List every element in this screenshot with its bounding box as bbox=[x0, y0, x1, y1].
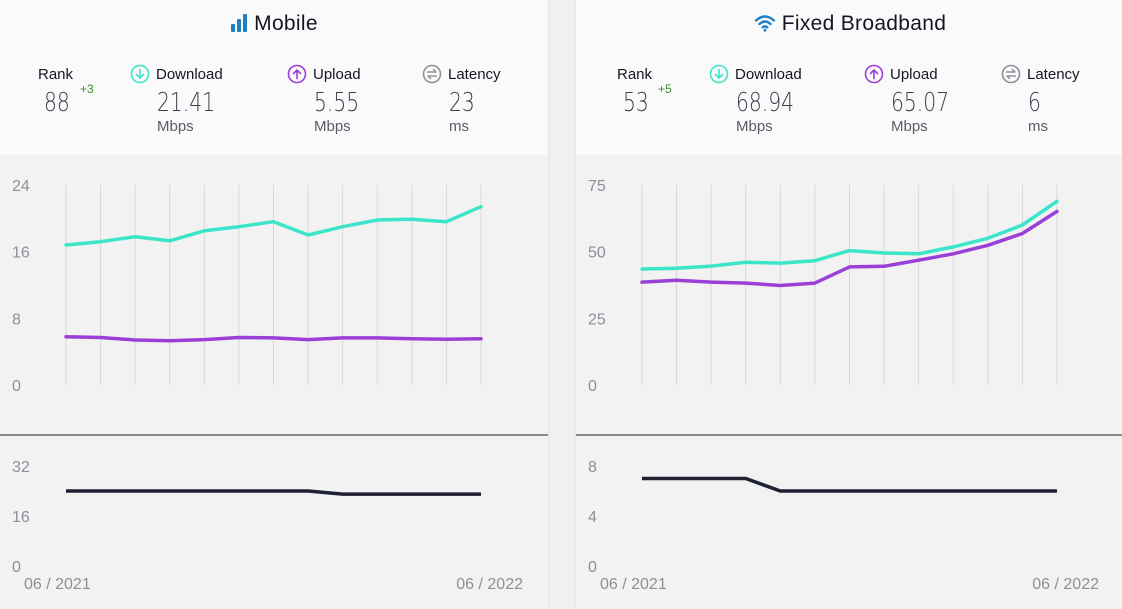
mobile-chart: 0 8 16 24 0 16 32 06 / 2021 06 / 2022 bbox=[0, 178, 548, 593]
upload-unit: Mbps bbox=[891, 118, 928, 135]
y-tick-label: 8 bbox=[588, 459, 597, 476]
mobile-header: Mobile Rank 88 +3 Download 21.41 Mbps Up bbox=[0, 0, 548, 155]
y-tick-label: 4 bbox=[588, 509, 597, 526]
panel-title-text: Fixed Broadband bbox=[781, 12, 947, 35]
latency-value: 23 bbox=[449, 88, 475, 118]
download-unit: Mbps bbox=[736, 118, 773, 135]
y-tick-label: 24 bbox=[12, 178, 30, 195]
y-tick-label: 50 bbox=[588, 245, 606, 262]
download-stat: Download 68.94 Mbps bbox=[709, 64, 810, 135]
rank-value: 88 bbox=[44, 88, 70, 118]
signal-bars-icon bbox=[231, 14, 248, 32]
panel-title: Mobile bbox=[0, 12, 548, 36]
x-tick-label: 06 / 2021 bbox=[600, 576, 667, 593]
y-tick-label: 0 bbox=[588, 559, 597, 576]
latency-label: Latency bbox=[448, 65, 501, 83]
download-series-line bbox=[64, 204, 483, 247]
upload-label: Upload bbox=[313, 65, 361, 83]
fixed-broadband-chart: 0 25 50 75 0 4 8 06 / 2021 06 / 2022 bbox=[576, 178, 1122, 593]
upload-unit: Mbps bbox=[314, 118, 351, 135]
rank-change: +3 bbox=[80, 82, 94, 96]
upload-arrow-icon bbox=[287, 64, 307, 84]
upload-arrow-icon bbox=[864, 64, 884, 84]
latency-stat: Latency 23 ms bbox=[422, 64, 501, 135]
fixed-broadband-header: Fixed Broadband Rank 53 +5 Download 68.9… bbox=[576, 0, 1122, 155]
download-label: Download bbox=[156, 65, 223, 83]
latency-series-line bbox=[642, 476, 1057, 493]
x-tick-label: 06 / 2022 bbox=[456, 576, 523, 593]
rank-label: Rank bbox=[38, 65, 74, 83]
latency-series-line bbox=[66, 489, 481, 496]
upload-series-line bbox=[64, 334, 483, 343]
mobile-panel: Mobile Rank 88 +3 Download 21.41 Mbps Up bbox=[0, 0, 548, 609]
rank-stat: Rank 53 bbox=[617, 64, 656, 119]
y-tick-label: 25 bbox=[588, 311, 606, 328]
rank-value: 53 bbox=[623, 88, 649, 118]
y-tick-label: 75 bbox=[588, 178, 606, 195]
rank-stat: Rank 88 bbox=[38, 64, 77, 119]
latency-arrows-icon bbox=[1001, 64, 1021, 84]
y-tick-label: 16 bbox=[12, 245, 30, 262]
download-value: 21.41 bbox=[157, 88, 216, 118]
latency-unit: ms bbox=[449, 118, 469, 135]
y-tick-label: 32 bbox=[12, 459, 30, 476]
x-tick-label: 06 / 2021 bbox=[24, 576, 91, 593]
rank-label: Rank bbox=[617, 65, 653, 83]
wifi-icon bbox=[754, 15, 775, 32]
download-value: 68.94 bbox=[736, 88, 795, 118]
rank-change: +5 bbox=[658, 82, 672, 96]
download-series-line bbox=[640, 199, 1059, 271]
y-tick-label: 8 bbox=[12, 311, 21, 328]
x-tick-label: 06 / 2022 bbox=[1032, 576, 1099, 593]
upload-stat: Upload 65.07 Mbps bbox=[864, 64, 965, 135]
upload-stat: Upload 5.55 Mbps bbox=[287, 64, 372, 135]
y-tick-label: 0 bbox=[588, 378, 597, 395]
latency-label: Latency bbox=[1027, 65, 1080, 83]
download-arrow-icon bbox=[130, 64, 150, 84]
download-arrow-icon bbox=[709, 64, 729, 84]
panel-title-text: Mobile bbox=[254, 12, 318, 35]
download-stat: Download 21.41 Mbps bbox=[130, 64, 231, 135]
latency-stat: Latency 6 ms bbox=[1001, 64, 1080, 135]
y-tick-label: 0 bbox=[12, 378, 21, 395]
upload-value: 5.55 bbox=[314, 88, 360, 118]
latency-arrows-icon bbox=[422, 64, 442, 84]
upload-label: Upload bbox=[890, 65, 938, 83]
download-label: Download bbox=[735, 65, 802, 83]
download-unit: Mbps bbox=[157, 118, 194, 135]
upload-series-line bbox=[640, 209, 1059, 288]
y-tick-label: 16 bbox=[12, 509, 30, 526]
panel-title: Fixed Broadband bbox=[576, 12, 1122, 36]
latency-unit: ms bbox=[1028, 118, 1048, 135]
fixed-broadband-panel: Fixed Broadband Rank 53 +5 Download 68.9… bbox=[576, 0, 1122, 609]
upload-value: 65.07 bbox=[891, 88, 950, 118]
latency-value: 6 bbox=[1028, 88, 1041, 118]
y-tick-label: 0 bbox=[12, 559, 21, 576]
